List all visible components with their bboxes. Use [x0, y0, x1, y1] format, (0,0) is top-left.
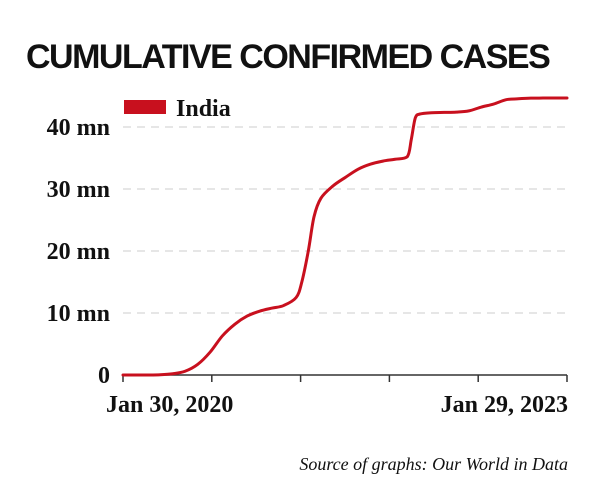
y-tick-label-0: 0	[98, 363, 110, 389]
y-axis-tick-labels: 0 10 mn 20 mn 30 mn 40 mn	[47, 115, 110, 389]
y-tick-label-40: 40 mn	[47, 115, 110, 141]
y-tick-label-20: 20 mn	[47, 239, 110, 265]
gridlines	[123, 126, 567, 314]
x-axis-tick-labels: Jan 30, 2020 Jan 29, 2023	[106, 392, 568, 418]
source-note: Source of graphs: Our World in Data	[299, 454, 568, 474]
x-axis-tick-marks	[122, 375, 568, 382]
chart-title: CUMULATIVE CONFIRMED CASES	[26, 38, 550, 76]
legend-label-india: India	[176, 96, 231, 122]
x-tick-label-1: Jan 29, 2023	[441, 392, 568, 418]
legend: India	[124, 96, 231, 122]
y-tick-label-10: 10 mn	[47, 301, 110, 327]
legend-swatch-india	[124, 100, 166, 114]
x-tick-label-0: Jan 30, 2020	[106, 392, 233, 418]
series-line-india	[121, 96, 569, 377]
y-tick-label-30: 30 mn	[47, 177, 110, 203]
